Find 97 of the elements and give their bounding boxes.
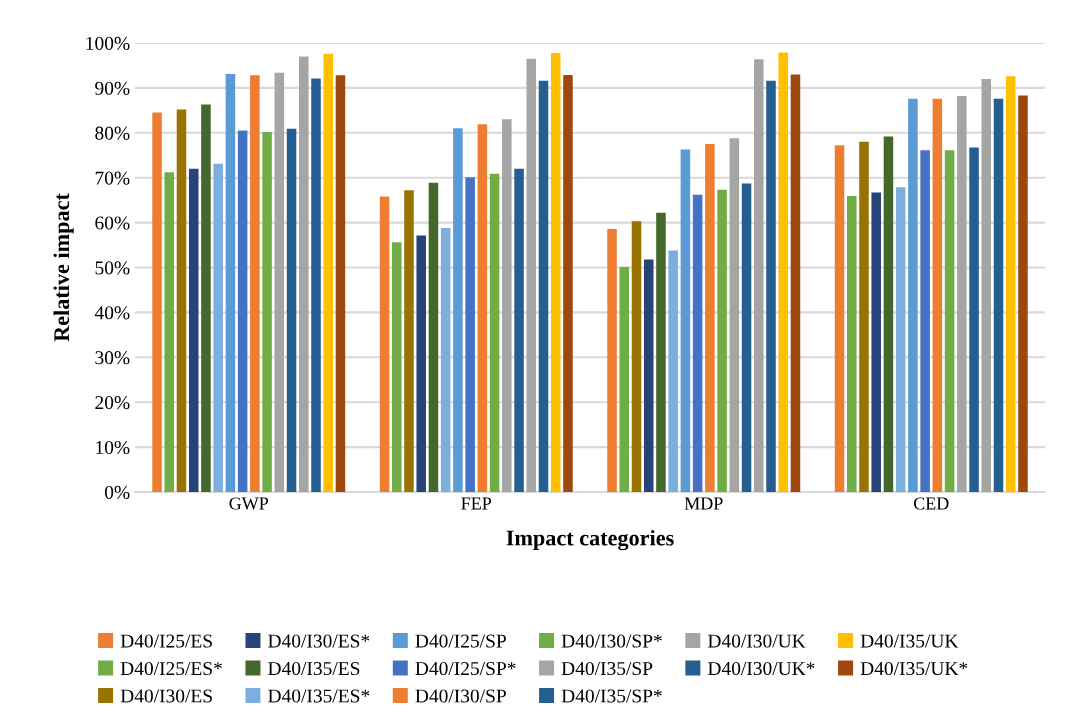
bar	[778, 52, 788, 492]
bar	[668, 250, 678, 492]
y-tick-label: 100%	[86, 36, 130, 50]
bar	[152, 112, 162, 492]
x-tick-label: CED	[913, 497, 949, 510]
y-tick-label: 10%	[96, 440, 130, 455]
y-tick-label: 40%	[94, 306, 130, 320]
bar	[847, 196, 857, 492]
bar	[944, 150, 955, 492]
bar	[643, 259, 654, 492]
bar	[790, 74, 801, 492]
bar	[766, 80, 776, 492]
bar	[274, 72, 285, 492]
bar	[895, 187, 906, 492]
bar	[392, 242, 402, 492]
bar	[538, 80, 549, 492]
bar	[957, 95, 967, 492]
y-tick-label: 20%	[95, 396, 130, 410]
bar	[981, 78, 992, 492]
bar	[550, 52, 561, 492]
bar	[477, 124, 488, 492]
bar	[311, 78, 321, 492]
bar	[883, 136, 894, 492]
bar	[286, 128, 297, 492]
bar	[705, 144, 715, 492]
legend-label: D40/I25/SP*	[415, 661, 516, 676]
legend-label: D40/I25/SP	[415, 634, 506, 648]
bar	[871, 192, 881, 492]
bar	[323, 53, 333, 492]
legend-label: D40/I35/SP*	[561, 689, 662, 703]
bar	[692, 194, 703, 492]
y-tick-label: 30%	[95, 351, 130, 365]
legend-label: D40/I30/UK*	[708, 661, 815, 676]
y-tick-label: 60%	[95, 216, 130, 230]
bar	[754, 59, 764, 492]
bar	[428, 182, 439, 492]
bar	[1018, 95, 1028, 492]
bar	[993, 98, 1004, 492]
x-tick-label: MDP	[684, 497, 723, 510]
bar	[453, 128, 463, 492]
y-tick-label: 70%	[95, 171, 130, 185]
legend-label: D40/I25/ES*	[120, 661, 222, 676]
x-tick-label: FEP	[461, 497, 492, 510]
bar	[514, 168, 524, 492]
bar	[237, 130, 248, 492]
y-tick-label: 50%	[95, 261, 130, 275]
legend-label: D40/I25/ES	[120, 634, 212, 648]
bar	[489, 173, 500, 492]
bar	[920, 150, 930, 492]
y-tick-label: 80%	[95, 126, 130, 140]
bar	[631, 221, 642, 492]
bar	[225, 73, 236, 492]
legend-label: D40/I30/SP	[415, 689, 506, 703]
legend-label: D40/I30/ES	[120, 689, 212, 703]
y-axis-title: Relative impact	[53, 193, 74, 342]
bar	[717, 189, 727, 492]
bar	[250, 75, 260, 492]
bar	[908, 98, 918, 492]
legend-label: D40/I30/ES*	[268, 634, 370, 648]
bar	[656, 212, 666, 492]
x-axis-title: Impact categories	[506, 529, 674, 551]
bar	[465, 177, 475, 492]
bar	[416, 235, 426, 492]
bar	[969, 147, 979, 492]
bar	[164, 172, 175, 492]
bar	[680, 149, 691, 492]
y-tick-label: 0%	[104, 485, 130, 499]
bar	[176, 109, 187, 492]
bar	[563, 74, 573, 492]
bar	[299, 56, 309, 492]
legend-label: D40/I30/UK	[708, 634, 806, 648]
bar	[213, 163, 223, 492]
legend-label: D40/I35/SP	[561, 661, 653, 676]
bar	[729, 138, 740, 492]
bar	[932, 98, 943, 492]
legend-label: D40/I30/SP*	[561, 634, 662, 648]
bar	[526, 58, 537, 492]
x-tick-label: GWP	[229, 497, 269, 510]
legend-label: D40/I35/UK	[860, 634, 959, 648]
bar	[379, 196, 390, 492]
bar	[440, 227, 451, 492]
bar	[607, 228, 617, 492]
legend-label: D40/I35/ES	[268, 661, 360, 676]
bar	[335, 75, 346, 492]
bar	[1005, 76, 1016, 492]
bar	[404, 190, 414, 492]
bar	[188, 168, 199, 492]
bar	[201, 104, 211, 492]
legend-label: D40/I35/ES*	[268, 689, 370, 703]
bar	[859, 141, 869, 492]
bar	[741, 183, 752, 492]
bar	[834, 145, 845, 492]
bar	[619, 267, 630, 492]
legend-label: D40/I35/UK*	[860, 661, 968, 676]
y-tick-label: 90%	[95, 81, 130, 95]
bar	[502, 119, 512, 492]
bar	[262, 131, 272, 492]
